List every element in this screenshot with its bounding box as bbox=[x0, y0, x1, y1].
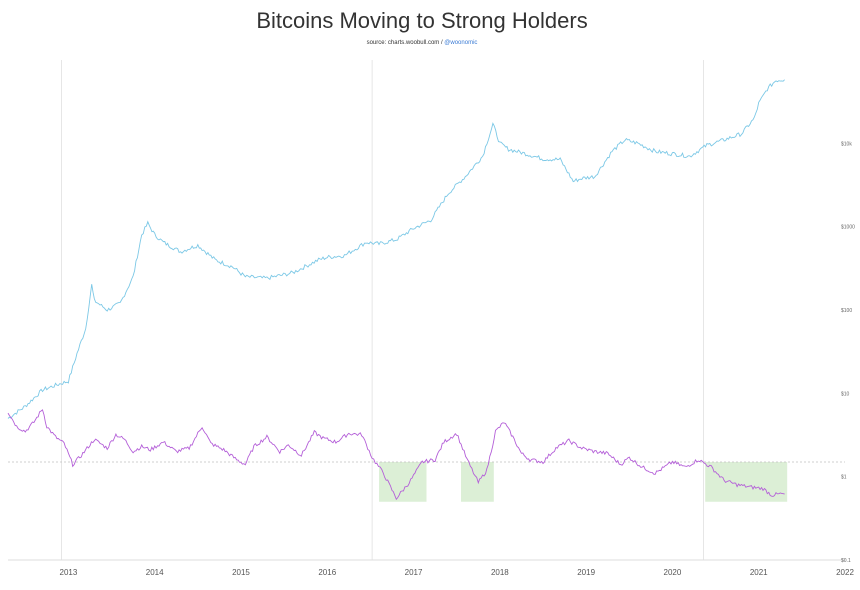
x-tick-label: 2014 bbox=[146, 568, 164, 577]
x-tick-label: 2019 bbox=[577, 568, 595, 577]
highlight-region-1 bbox=[379, 461, 427, 502]
chart-subtitle: source: charts.woobull.com / @woonomic bbox=[367, 40, 478, 46]
subtitle-handle-link[interactable]: @woonomic bbox=[444, 40, 477, 46]
x-tick-label: 2020 bbox=[664, 568, 682, 577]
axis-layer: 2013 2014 2015 2016 2017 2018 2019 2020 2021 2022… bbox=[8, 141, 855, 577]
y-tick-label: $10k bbox=[841, 141, 852, 147]
y-tick-label: $10 bbox=[841, 391, 850, 397]
series-layer bbox=[7, 79, 785, 501]
x-tick-label: 2016 bbox=[318, 568, 336, 577]
chart-title: Bitcoins Moving to Strong Holders bbox=[256, 8, 587, 33]
subtitle-source: source: charts.woobull.com / bbox=[367, 40, 445, 46]
highlight-region-2 bbox=[461, 461, 494, 502]
price-series-line bbox=[7, 79, 785, 419]
x-tick-label: 2018 bbox=[491, 568, 509, 577]
x-tick-label: 2021 bbox=[750, 568, 768, 577]
y-tick-label: $0.1 bbox=[841, 558, 851, 564]
x-tick-label: 2022 bbox=[836, 568, 854, 577]
indicator-series-line bbox=[7, 409, 785, 501]
background-layer bbox=[8, 60, 845, 560]
x-tick-label: 2013 bbox=[60, 568, 78, 577]
x-tick-label: 2015 bbox=[232, 568, 250, 577]
highlight-region-3 bbox=[705, 461, 788, 502]
x-tick-label: 2017 bbox=[405, 568, 423, 577]
y-tick-label: $1000 bbox=[841, 225, 855, 231]
y-tick-label: $100 bbox=[841, 308, 852, 314]
y-tick-label: $1 bbox=[841, 475, 847, 481]
